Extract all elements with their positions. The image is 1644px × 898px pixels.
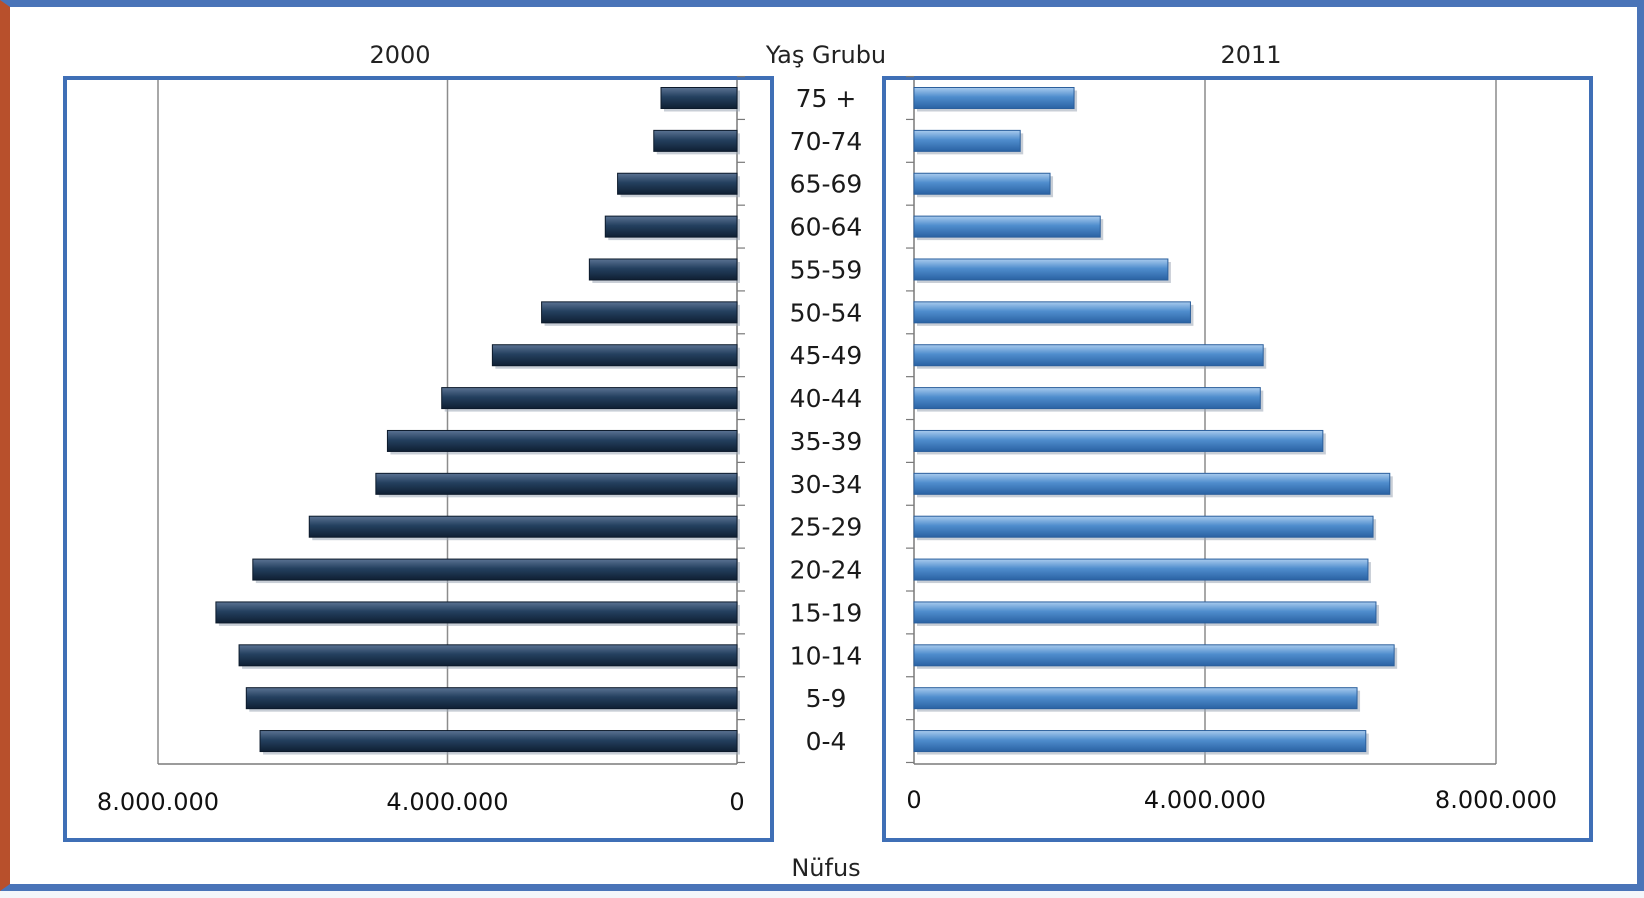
bar-2000-75 bbox=[660, 87, 738, 109]
bar-2011-50-54 bbox=[913, 301, 1191, 324]
bar-2000-0-4 bbox=[259, 730, 738, 753]
bar-2000-5-9 bbox=[245, 687, 738, 710]
bars bbox=[215, 87, 1398, 755]
tick-label-right-0: 0 bbox=[906, 786, 921, 814]
bar-2000-50-54 bbox=[541, 301, 738, 324]
bar-2011-30-34 bbox=[913, 472, 1391, 495]
category-axis-title: Yaş Grubu bbox=[765, 41, 886, 69]
bar-2000-20-24 bbox=[252, 558, 738, 581]
bar-2000-35-39 bbox=[386, 429, 738, 452]
age-label-8: 35-39 bbox=[790, 427, 863, 456]
age-label-10: 25-29 bbox=[790, 513, 863, 542]
population-pyramid-chart: 2000 2011 Yaş Grubu Nüfus 75 + 70-74 65-69… bbox=[63, 41, 1593, 882]
age-label-15: 0-4 bbox=[806, 727, 847, 756]
age-label-13: 10-14 bbox=[790, 641, 863, 670]
bar-2000-15-19 bbox=[215, 601, 738, 624]
age-label-3: 60-64 bbox=[790, 213, 863, 242]
tick-label-left-1: 4.000.000 bbox=[386, 788, 508, 816]
bar-2000-70-74 bbox=[653, 129, 738, 152]
value-axis-title: Nüfus bbox=[791, 854, 860, 882]
age-label-9: 30-34 bbox=[790, 470, 863, 499]
right-panel-border bbox=[882, 76, 1593, 842]
bar-2011-5-9 bbox=[913, 687, 1358, 710]
bar-2000-45-49 bbox=[491, 344, 738, 367]
bar-2011-0-4 bbox=[913, 730, 1367, 753]
tick-labels: 0 0 4.000.000 4.000.000 8.000.000 8.000.000 bbox=[97, 786, 1557, 816]
bar-2000-40-44 bbox=[441, 387, 738, 410]
age-label-6: 45-49 bbox=[790, 341, 863, 370]
age-label-7: 40-44 bbox=[790, 384, 863, 413]
bar-2011-10-14 bbox=[913, 644, 1395, 667]
tick-label-left-0: 0 bbox=[729, 788, 744, 816]
age-group-labels: 75 + 70-74 65-69 60-64 55-59 50-54 45-49 40-44 3… bbox=[790, 84, 863, 756]
bar-2011-15-19 bbox=[913, 601, 1377, 624]
bar-2011-35-39 bbox=[913, 429, 1324, 452]
bar-2011-70-74 bbox=[913, 129, 1021, 152]
age-label-1: 70-74 bbox=[790, 127, 863, 156]
bar-2011-75 bbox=[913, 87, 1075, 109]
tick-label-left-2: 8.000.000 bbox=[97, 788, 219, 816]
age-label-12: 15-19 bbox=[790, 598, 863, 627]
bar-2011-40-44 bbox=[913, 387, 1261, 410]
left-panel-border bbox=[63, 76, 774, 842]
bar-2000-55-59 bbox=[588, 258, 738, 281]
age-label-14: 5-9 bbox=[806, 684, 847, 713]
bar-2011-25-29 bbox=[913, 515, 1374, 538]
age-label-11: 20-24 bbox=[790, 556, 863, 585]
bar-2000-30-34 bbox=[375, 472, 738, 495]
age-label-5: 50-54 bbox=[790, 298, 863, 327]
bar-2011-45-49 bbox=[913, 344, 1264, 367]
bar-2011-20-24 bbox=[913, 558, 1369, 581]
bar-2011-55-59 bbox=[913, 258, 1169, 281]
series-label-2000: 2000 bbox=[369, 41, 430, 69]
age-label-2: 65-69 bbox=[790, 170, 863, 199]
age-label-4: 55-59 bbox=[790, 255, 863, 284]
bar-2000-65-69 bbox=[617, 172, 738, 195]
bar-2000-60-64 bbox=[604, 215, 738, 238]
bar-2011-60-64 bbox=[913, 215, 1101, 238]
bar-2011-65-69 bbox=[913, 172, 1051, 195]
tick-label-right-1: 4.000.000 bbox=[1144, 786, 1266, 814]
tick-label-right-2: 8.000.000 bbox=[1435, 786, 1557, 814]
bar-2000-25-29 bbox=[308, 515, 738, 538]
bar-2000-10-14 bbox=[238, 644, 738, 667]
age-label-0: 75 + bbox=[796, 84, 857, 113]
series-label-2011: 2011 bbox=[1220, 41, 1281, 69]
